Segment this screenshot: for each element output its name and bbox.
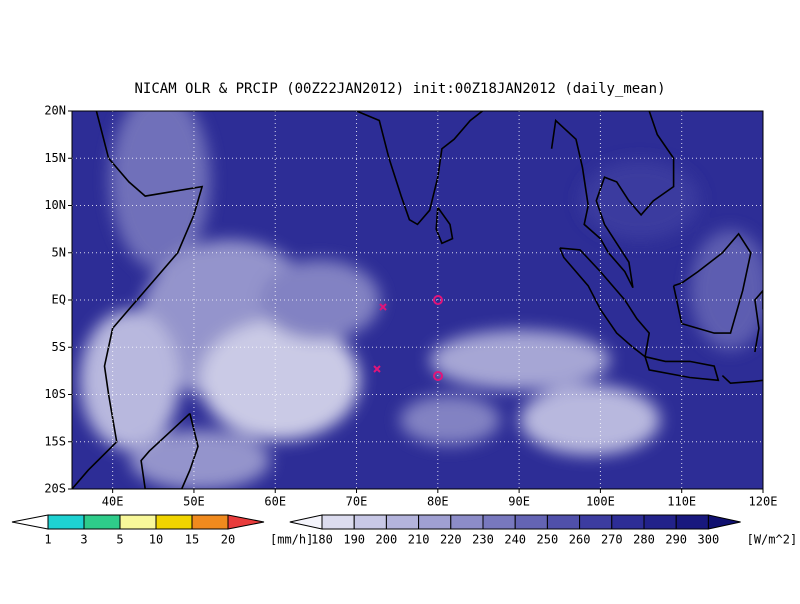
lon-label: 70E bbox=[346, 495, 368, 509]
coastline bbox=[550, 111, 675, 289]
coastline bbox=[140, 412, 199, 489]
colorbar-label: 240 bbox=[504, 533, 526, 547]
colorbar-box bbox=[514, 514, 548, 530]
coastline bbox=[644, 355, 720, 382]
lat-label: 15N bbox=[44, 151, 66, 165]
lon-label: 90E bbox=[508, 495, 530, 509]
colorbar-end bbox=[289, 514, 323, 530]
colorbar-box bbox=[385, 514, 420, 530]
lon-label: 110E bbox=[667, 495, 696, 509]
colorbar-label: 5 bbox=[116, 533, 123, 547]
colorbar-box bbox=[579, 514, 613, 530]
colorbar-label: 3 bbox=[80, 533, 87, 547]
marker-o bbox=[433, 371, 443, 381]
coastline bbox=[754, 289, 763, 353]
coastline bbox=[721, 375, 763, 385]
lat-label: 5S bbox=[52, 340, 66, 354]
lon-label: 100E bbox=[586, 495, 615, 509]
colorbar-box bbox=[321, 514, 355, 530]
lat-label: EQ bbox=[52, 293, 66, 307]
colorbar-unit: [W/m^2] bbox=[747, 533, 798, 547]
lat-label: 20S bbox=[44, 482, 66, 496]
colorbar-unit: [mm/h] bbox=[270, 533, 313, 547]
colorbar-label: 180 bbox=[311, 533, 333, 547]
lon-label: 40E bbox=[102, 495, 124, 509]
title: NICAM OLR & PRCIP (00Z22JAN2012) init:00… bbox=[134, 81, 665, 97]
colorbar-box bbox=[353, 514, 387, 530]
coastline bbox=[72, 111, 204, 489]
coastline bbox=[435, 206, 454, 245]
colorbar-label: 10 bbox=[149, 533, 163, 547]
colorbar-box bbox=[191, 514, 229, 530]
colorbar-box bbox=[83, 514, 121, 530]
marker-o bbox=[433, 295, 443, 305]
colorbar-box bbox=[47, 514, 85, 530]
coastline bbox=[672, 232, 752, 334]
colorbar-label: 270 bbox=[601, 533, 623, 547]
lat-label: 5N bbox=[52, 245, 66, 259]
colorbar-label: 20 bbox=[221, 533, 235, 547]
colorbar-label: 250 bbox=[537, 533, 559, 547]
lon-label: 60E bbox=[264, 495, 286, 509]
colorbar-box bbox=[418, 514, 452, 530]
colorbar-label: 230 bbox=[472, 533, 494, 547]
colorbar-label: 300 bbox=[698, 533, 720, 547]
colorbar-label: 1 bbox=[44, 533, 51, 547]
colorbar-end bbox=[227, 514, 265, 530]
lon-label: 80E bbox=[427, 495, 449, 509]
colorbar-box bbox=[482, 514, 516, 530]
colorbar-end bbox=[707, 514, 741, 530]
lat-label: 20N bbox=[44, 104, 66, 118]
colorbar-label: 220 bbox=[440, 533, 462, 547]
colorbar-label: 290 bbox=[665, 533, 687, 547]
lon-label: 50E bbox=[183, 495, 205, 509]
colorbar-label: 280 bbox=[633, 533, 655, 547]
lat-label: 10S bbox=[44, 387, 66, 401]
colorbar-label: 15 bbox=[185, 533, 199, 547]
markers bbox=[373, 295, 443, 381]
lat-label: 10N bbox=[44, 198, 66, 212]
colorbar-box bbox=[546, 514, 581, 530]
colorbar-box bbox=[155, 514, 193, 530]
colorbar-label: 200 bbox=[376, 533, 398, 547]
coastline bbox=[355, 111, 484, 226]
lat-label: 15S bbox=[44, 434, 66, 448]
marker-x bbox=[379, 303, 387, 311]
colorbar-box bbox=[119, 514, 157, 530]
colorbar-box bbox=[611, 514, 645, 530]
colorbar-box bbox=[450, 514, 484, 530]
colorbar-box bbox=[643, 514, 677, 530]
colorbar-box bbox=[675, 514, 709, 530]
colorbar-label: 190 bbox=[343, 533, 365, 547]
lon-label: 120E bbox=[749, 495, 778, 509]
colorbar-label: 260 bbox=[569, 533, 591, 547]
map-field bbox=[72, 111, 763, 489]
marker-x bbox=[373, 365, 381, 373]
colorbar-label: 210 bbox=[408, 533, 430, 547]
colorbar-end bbox=[11, 514, 49, 530]
